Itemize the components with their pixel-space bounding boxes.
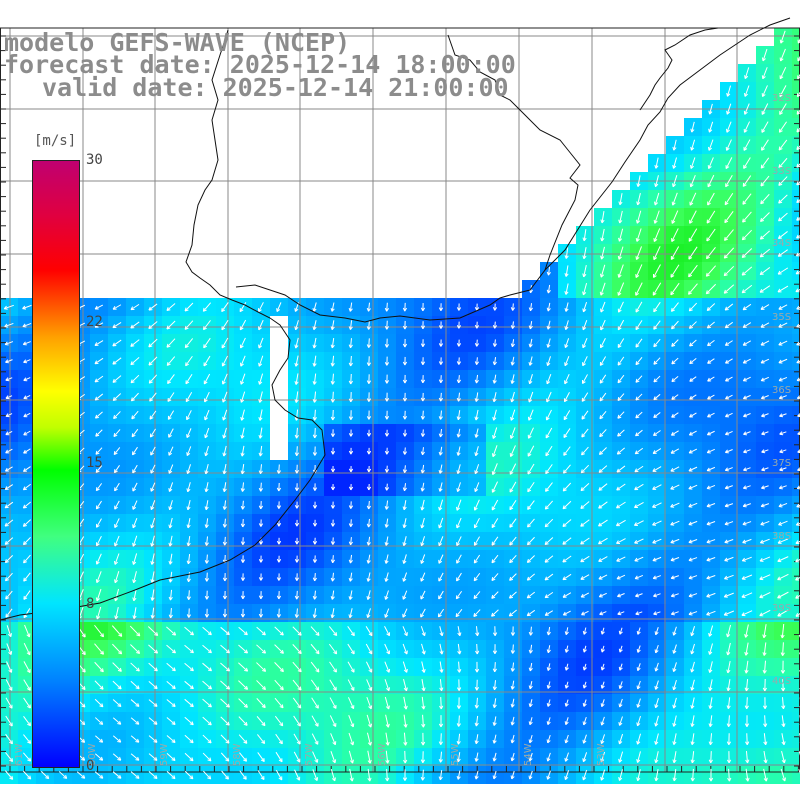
wind-speed-cell: [792, 514, 800, 532]
latitude-label: 36S: [772, 385, 791, 396]
wind-speed-cell: [792, 82, 800, 100]
wind-speed-cell: [792, 226, 800, 244]
colorbar-tick-label: 30: [86, 152, 103, 168]
latitude-label: 34S: [772, 238, 791, 249]
wind-speed-cell: [792, 244, 800, 262]
title-valid-date: valid date: 2025-12-14 21:00:00: [42, 73, 509, 102]
longitude-label: 56W: [377, 743, 388, 766]
wind-speed-cell: [792, 406, 800, 424]
wind-speed-cell: [792, 316, 800, 334]
wind-speed-cell: [792, 676, 800, 694]
wind-speed-cell: [792, 424, 800, 442]
wind-speed-cell: [792, 388, 800, 406]
wind-speed-cell: [792, 46, 800, 64]
wind-speed-cell: [792, 568, 800, 586]
latitude-label: 33S: [772, 166, 791, 177]
longitude-label: 55W: [450, 743, 461, 766]
wind-speed-cell: [792, 262, 800, 280]
wind-speed-cell: [792, 694, 800, 712]
wind-speed-cell: [792, 748, 800, 766]
longitude-label: 57W: [304, 743, 315, 766]
wind-speed-cell: [792, 64, 800, 82]
wind-speed-cell: [792, 154, 800, 172]
latitude-label: 39S: [772, 603, 791, 614]
colorbar-tick-label: 15: [86, 455, 103, 471]
wind-speed-cell: [792, 622, 800, 640]
wind-speed-cell: [792, 298, 800, 316]
wind-speed-cell: [792, 136, 800, 154]
colorbar: [32, 160, 80, 768]
wind-speed-cell: [792, 28, 800, 46]
wind-speed-cell: [792, 496, 800, 514]
wind-speed-cell: [792, 658, 800, 676]
wind-speed-cell: [792, 712, 800, 730]
colorbar-unit: [m/s]: [34, 133, 77, 149]
wind-speed-cell: [792, 586, 800, 604]
wind-speed-cell: [792, 478, 800, 496]
wind-speed-cell: [792, 532, 800, 550]
colorbar-tick-label: 22: [86, 313, 103, 330]
wind-speed-cell: [792, 280, 800, 298]
latitude-label: 38S: [772, 531, 791, 542]
longitude-label: 58W: [232, 743, 243, 766]
wind-speed-cell: [792, 208, 800, 226]
longitude-label: 53W: [596, 743, 607, 766]
wind-speed-cell: [792, 370, 800, 388]
latitude-label: 32S: [772, 93, 791, 104]
longitude-label: 59W: [159, 743, 170, 766]
longitude-label: 54W: [523, 743, 534, 766]
wind-speed-cell: [792, 352, 800, 370]
latitude-label: 35S: [772, 312, 791, 323]
wind-speed-cell: [792, 550, 800, 568]
latitude-label: 37S: [772, 458, 791, 469]
wind-speed-cell: [792, 442, 800, 460]
colorbar-tick-label: 8: [86, 596, 95, 613]
wind-speed-cell: [792, 604, 800, 622]
wind-speed-cell: [792, 730, 800, 748]
latitude-label: 40S: [772, 676, 791, 687]
wind-speed-cell: [792, 460, 800, 478]
wind-speed-cell: [792, 190, 800, 208]
colorbar-tick-label: 0: [86, 758, 95, 774]
wind-speed-cell: [792, 118, 800, 136]
longitude-label: 61W: [14, 743, 25, 766]
